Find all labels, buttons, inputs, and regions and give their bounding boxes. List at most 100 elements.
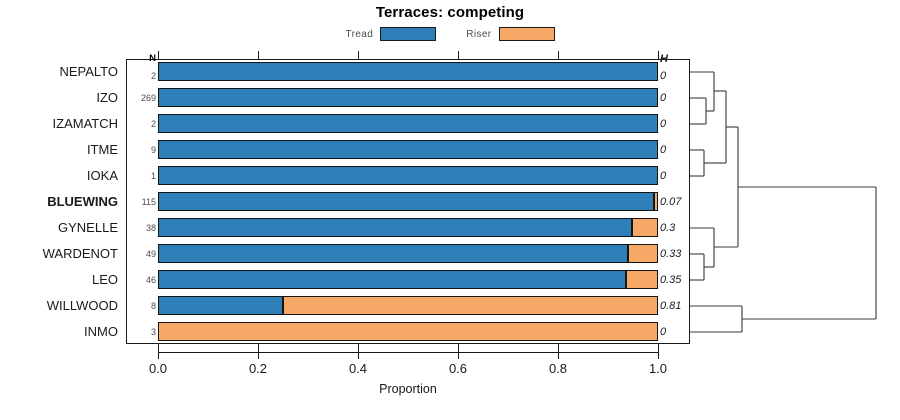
legend-entry-tread: Tread [345, 27, 437, 41]
row-label-leo: LEO [91, 272, 118, 287]
x-axis-tick-label: 1.0 [648, 361, 668, 376]
row-label-izo: IZO [96, 90, 118, 105]
stacked-bar [158, 88, 658, 107]
x-axis-tick [158, 352, 160, 359]
chart-legend: Tread Riser [0, 27, 900, 41]
stacked-bar [158, 114, 658, 133]
stacked-bar [158, 166, 658, 185]
row-label-ioka: IOKA [86, 168, 118, 183]
row-h-value: 0 [660, 326, 667, 338]
legend-swatch-tread [380, 27, 437, 41]
x-axis-title: Proportion [379, 382, 437, 396]
axis-tick-top [358, 51, 360, 59]
column-header-n: N [149, 53, 156, 64]
axis-tick-bottom [658, 344, 660, 352]
row-label-izamatch: IZAMATCH [52, 116, 118, 131]
row-n-value: 2 [150, 71, 156, 81]
row-n-value: 9 [150, 145, 156, 155]
row-h-value: 0 [660, 92, 667, 104]
bar-segment-tread [158, 140, 658, 159]
row-n-value: 1 [150, 171, 156, 181]
stacked-bar [158, 62, 658, 81]
row-label-gynelle: GYNELLE [58, 220, 118, 235]
axis-tick-bottom [258, 344, 260, 352]
table-row: ITME 9 0 [0, 137, 900, 163]
axis-tick-top [458, 51, 460, 59]
table-row: WILLWOOD 8 0.81 [0, 293, 900, 319]
bar-segment-riser [625, 270, 658, 289]
stacked-bar [158, 322, 658, 341]
row-label-willwood: WILLWOOD [46, 298, 118, 313]
table-row: IZAMATCH 2 0 [0, 111, 900, 137]
row-n-value: 2 [150, 119, 156, 129]
row-label-itme: ITME [86, 142, 118, 157]
x-axis-tick-label: 0.8 [548, 361, 568, 376]
row-h-value: 0 [660, 70, 667, 82]
row-n-value: 38 [145, 223, 156, 233]
bar-segment-tread [158, 166, 658, 185]
row-h-value: 0 [660, 144, 667, 156]
x-axis-tick-label: 0.4 [348, 361, 368, 376]
table-row: NEPALTO 2 0 [0, 59, 900, 85]
axis-tick-top [658, 51, 660, 59]
stacked-bar [158, 270, 658, 289]
axis-tick-bottom [558, 344, 560, 352]
table-row: IZO 269 0 [0, 85, 900, 111]
bar-segment-riser [627, 244, 658, 263]
legend-entry-riser: Riser [466, 27, 555, 41]
row-h-value: 0.07 [660, 196, 682, 208]
row-n-value: 269 [140, 93, 156, 103]
bar-segment-riser [653, 192, 658, 211]
legend-label-riser: Riser [466, 28, 492, 40]
x-axis-tick [558, 352, 560, 359]
bar-segment-tread [158, 192, 654, 211]
row-h-value: 0.33 [660, 248, 682, 260]
axis-tick-bottom [158, 344, 160, 352]
legend-label-tread: Tread [345, 28, 374, 40]
x-axis-tick-label: 0.6 [448, 361, 468, 376]
legend-swatch-riser [498, 27, 555, 41]
x-axis-tick-label: 0.0 [148, 361, 168, 376]
bar-segment-tread [158, 296, 283, 315]
stacked-bar [158, 244, 658, 263]
table-row: IOKA 1 0 [0, 163, 900, 189]
row-h-value: 0 [660, 118, 667, 130]
row-label-nepalto: NEPALTO [59, 64, 118, 79]
axis-tick-bottom [358, 344, 360, 352]
row-n-value: 49 [145, 249, 156, 259]
stacked-bar [158, 296, 658, 315]
x-axis-line [158, 352, 658, 354]
table-row: WARDENOT 49 0.33 [0, 241, 900, 267]
x-axis-tick-label: 0.2 [248, 361, 268, 376]
row-n-value: 46 [145, 275, 156, 285]
bar-segment-riser [158, 322, 658, 341]
bar-segment-tread [158, 218, 632, 237]
bar-segment-tread [158, 62, 658, 81]
row-n-value: 115 [141, 197, 156, 207]
table-row: GYNELLE 38 0.3 [0, 215, 900, 241]
bar-segment-tread [158, 88, 658, 107]
dendrogram [690, 71, 877, 333]
bar-segment-tread [158, 270, 626, 289]
bar-segment-riser [283, 296, 658, 315]
row-h-value: 0 [660, 170, 667, 182]
table-row: LEO 46 0.35 [0, 267, 900, 293]
stacked-bar [158, 140, 658, 159]
row-label-wardenot: WARDENOT [42, 246, 118, 261]
row-h-value: 0.81 [660, 300, 682, 312]
page-title: Terraces: competing [375, 4, 525, 21]
x-axis-tick [258, 352, 260, 359]
row-label-bluewing: BLUEWING [47, 194, 118, 209]
x-axis-tick [358, 352, 360, 359]
bar-segment-tread [158, 114, 658, 133]
stacked-bar [158, 218, 658, 237]
x-axis-tick [658, 352, 660, 359]
row-n-value: 8 [150, 301, 156, 311]
table-row: INMO 3 0 [0, 319, 900, 345]
stacked-bar [158, 192, 658, 211]
x-axis-tick [458, 352, 460, 359]
column-header-h: H [660, 53, 668, 65]
bar-segment-tread [158, 244, 628, 263]
row-n-value: 3 [150, 327, 156, 337]
